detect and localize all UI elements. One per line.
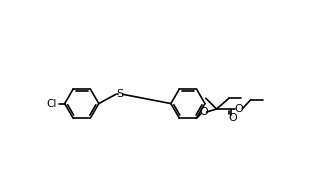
Text: S: S [116, 89, 123, 99]
Text: O: O [199, 107, 208, 117]
Text: O: O [234, 104, 243, 114]
Text: Cl: Cl [47, 99, 57, 109]
Text: O: O [228, 113, 237, 123]
